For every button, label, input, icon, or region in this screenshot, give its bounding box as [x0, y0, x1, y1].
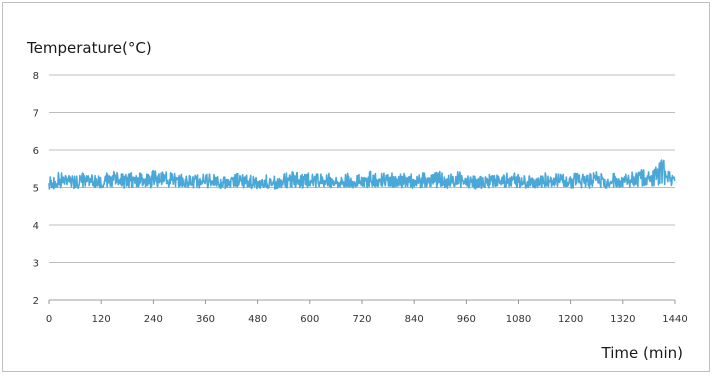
gridlines [49, 74, 675, 301]
x-tick-label: 120 [92, 314, 111, 325]
x-tick-label: 960 [457, 314, 476, 325]
temperature-series-line [48, 159, 676, 190]
x-tick-label: 720 [352, 314, 371, 325]
y-tick-labels: 2 3 4 5 6 7 8 [33, 71, 39, 307]
x-tick-label: 1320 [610, 314, 635, 325]
x-tick-label: 1200 [558, 314, 583, 325]
y-tick-label: 6 [33, 146, 39, 157]
temperature-chart: Temperature(°C) Time (min) 2 3 4 5 6 7 8 0 120 2… [26, 39, 688, 362]
x-tick-label: 1440 [662, 314, 687, 325]
plot-area [48, 159, 676, 190]
chart-frame: Temperature(°C) Time (min) 2 3 4 5 6 7 8 0 120 2… [2, 2, 710, 372]
x-tick-label: 240 [144, 314, 163, 325]
x-tick-label: 0 [46, 314, 52, 325]
y-axis-label: Temperature(°C) [26, 39, 152, 57]
y-tick-label: 4 [33, 221, 39, 232]
x-tick-label: 480 [248, 314, 267, 325]
x-tick-label: 360 [196, 314, 215, 325]
y-tick-label: 5 [33, 184, 39, 195]
x-tick-label: 1080 [506, 314, 531, 325]
y-tick-label: 2 [33, 296, 39, 307]
y-tick-label: 7 [33, 109, 39, 120]
x-axis-label: Time (min) [601, 344, 683, 362]
y-tick-label: 3 [33, 259, 39, 270]
x-tick-labels: 0 120 240 360 480 600 720 840 960 1080 1200 1320 144… [46, 300, 688, 325]
x-tick-label: 600 [300, 314, 319, 325]
y-tick-label: 8 [33, 71, 39, 82]
x-tick-label: 840 [405, 314, 424, 325]
